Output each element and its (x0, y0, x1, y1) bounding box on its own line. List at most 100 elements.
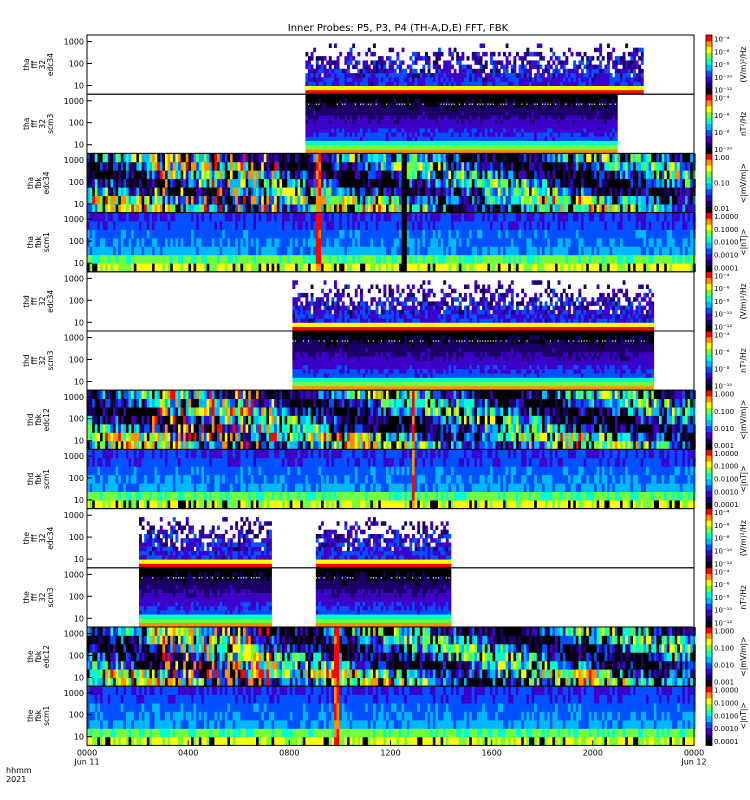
heatmap-cell (588, 178, 592, 188)
heatmap-cell (141, 229, 145, 239)
heatmap-cell (388, 106, 392, 112)
heatmap-cell (362, 94, 366, 99)
heatmap-cell (549, 94, 553, 99)
heatmap-cell (370, 102, 374, 108)
heatmap-cell (474, 195, 478, 205)
heatmap-cell (497, 195, 501, 205)
heatmap-cell (399, 64, 402, 70)
heatmap-cell (513, 60, 517, 65)
heatmap-cell (609, 73, 613, 78)
heatmap-cell (677, 161, 681, 171)
heatmap-cell (386, 140, 389, 146)
heatmap-cell (427, 64, 431, 70)
heatmap-cell (591, 64, 595, 70)
heatmap-cell (529, 119, 532, 125)
heatmap-cell (248, 170, 252, 180)
heatmap-cell (167, 161, 171, 171)
heatmap-cell (544, 132, 548, 137)
heatmap-cell (534, 187, 538, 196)
heatmap-cell (575, 51, 579, 57)
heatmap-cell (326, 81, 330, 86)
heatmap-cell (105, 263, 109, 273)
heatmap-cell (633, 81, 636, 86)
heatmap-cell (560, 195, 564, 205)
heatmap-cell (612, 187, 616, 196)
heatmap-cell (214, 195, 218, 205)
heatmap-cell (344, 204, 348, 213)
heatmap-cell (92, 238, 96, 247)
heatmap-cell (581, 60, 584, 65)
heatmap-cell (513, 161, 517, 171)
heatmap-cell (487, 170, 491, 180)
heatmap-cell (144, 204, 148, 213)
heatmap-cell (531, 123, 535, 129)
heatmap-cell (474, 132, 478, 137)
heatmap-cell (373, 85, 376, 91)
heatmap-cell (617, 161, 621, 171)
heatmap-cell (386, 102, 389, 108)
heatmap-cell (380, 140, 384, 146)
heatmap-cell (607, 73, 610, 78)
heatmap-cell (313, 136, 317, 141)
heatmap-cell (474, 161, 478, 171)
heatmap-cell (401, 161, 405, 171)
heatmap-cell (544, 68, 548, 74)
heatmap-cell (542, 98, 545, 103)
heatmap-cell (586, 102, 590, 108)
heatmap-cell (383, 153, 387, 163)
heatmap-cell (484, 94, 488, 99)
heatmap-cell (185, 195, 189, 205)
heatmap-cell (469, 115, 473, 120)
heatmap-cell (674, 153, 678, 163)
heatmap-cell (339, 98, 343, 103)
heatmap-cell (552, 51, 556, 57)
heatmap-cell (492, 170, 496, 180)
heatmap-cell (599, 123, 603, 129)
heatmap-cell (596, 106, 600, 112)
heatmap-cell (107, 263, 111, 273)
heatmap-cell (542, 77, 545, 82)
heatmap-cell (664, 178, 668, 188)
colorbar-swatch (706, 171, 712, 178)
heatmap-cell (370, 94, 374, 99)
heatmap-cell (640, 68, 644, 74)
heatmap-cell (495, 178, 499, 188)
heatmap-cell (633, 47, 636, 53)
heatmap-cell (321, 90, 324, 95)
heatmap-cell (201, 221, 205, 230)
heatmap-cell (560, 81, 564, 86)
heatmap-cell (154, 263, 158, 273)
heatmap-cell (518, 98, 522, 103)
heatmap-cell (526, 115, 530, 120)
heatmap-cell (539, 132, 543, 137)
heatmap-cell (409, 77, 413, 82)
heatmap-cell (555, 136, 558, 141)
heatmap-cell (230, 221, 233, 230)
heatmap-cell (367, 111, 371, 116)
heatmap-cell (360, 111, 363, 116)
heatmap-cell (495, 111, 499, 116)
heatmap-cell (620, 56, 623, 61)
heatmap-cell (531, 140, 535, 146)
heatmap-cell (651, 204, 655, 213)
heatmap-cell (526, 81, 530, 86)
heatmap-cell (510, 119, 514, 125)
heatmap-cell (315, 90, 319, 95)
heatmap-cell (508, 111, 512, 116)
heatmap-cell (250, 153, 254, 163)
heatmap-cell (526, 102, 530, 108)
heatmap-cell (401, 132, 405, 137)
heatmap-cell (469, 123, 473, 129)
heatmap-cell (539, 170, 543, 180)
heatmap-cell (466, 136, 470, 141)
heatmap-cell (604, 204, 608, 213)
heatmap-cell (87, 161, 90, 171)
heatmap-cell (617, 187, 621, 196)
heatmap-cell (380, 115, 384, 120)
heatmap-cell (633, 195, 636, 205)
heatmap-cell (529, 98, 532, 103)
heatmap-cell (544, 204, 548, 213)
heatmap-cell (599, 47, 603, 53)
heatmap-cell (396, 149, 400, 154)
heatmap-cell (664, 187, 668, 196)
